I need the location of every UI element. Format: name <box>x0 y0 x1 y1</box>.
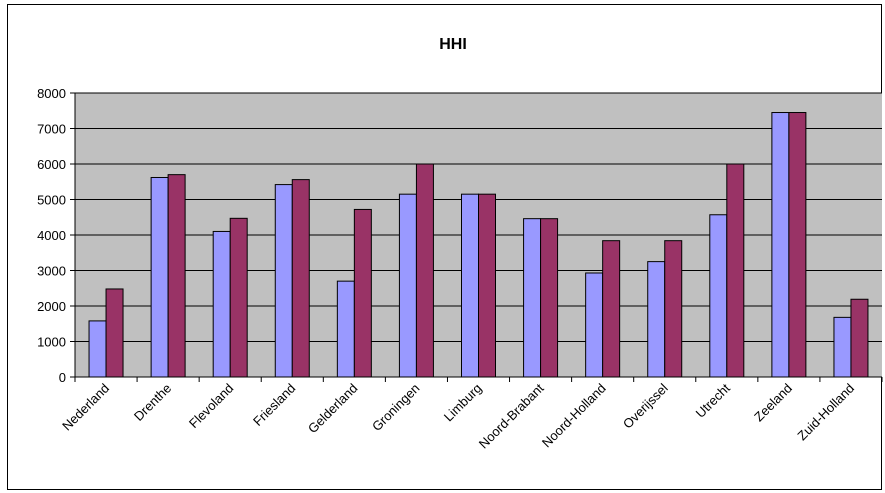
bar-series-1 <box>150 176 169 378</box>
x-tick-label: Flevoland <box>186 381 236 431</box>
bar-series-2 <box>167 174 186 378</box>
y-tick-label: 0 <box>59 370 66 385</box>
bar-series-1 <box>771 112 790 378</box>
chart-title: HHI <box>439 36 467 53</box>
bar-series-2 <box>788 112 807 378</box>
bar-series-1 <box>88 320 107 378</box>
bar-series-2 <box>478 193 496 378</box>
x-tick-label: Nederland <box>59 381 112 434</box>
bar-series-1 <box>647 261 666 378</box>
bar-series-2 <box>602 240 621 378</box>
bar-series-1 <box>523 218 542 378</box>
plot-area: 0 1000 2000 3000 4000 5000 6000 7000 8000 Nederla… <box>37 86 883 451</box>
y-tick-label: 3000 <box>37 264 66 279</box>
y-tick-label: 2000 <box>37 299 66 314</box>
x-tick-label: Gelderland <box>305 381 361 437</box>
bar-series-2 <box>726 163 745 378</box>
y-tick-label: 7000 <box>37 122 66 137</box>
bar-series-1 <box>274 184 293 378</box>
y-tick-label: 1000 <box>37 335 66 350</box>
x-tick-label: Noord-Holland <box>539 381 609 451</box>
bar-series-2 <box>105 288 124 378</box>
x-tick-label: Overijssel <box>620 380 671 431</box>
y-tick-label: 8000 <box>37 86 66 101</box>
x-tick-label: Groningen <box>369 381 423 435</box>
bar-series-1 <box>709 214 728 378</box>
bar-series-1 <box>398 193 417 378</box>
bar-chart: HHI 0 1000 2000 3000 4000 5000 6000 7000 8000 Ned… <box>37 36 883 451</box>
x-tick-label: Noord-Brabant <box>476 380 547 451</box>
x-tick-label: Drenthe <box>131 381 174 424</box>
x-tick-label: Zuid-Holland <box>794 381 857 444</box>
bar-series-2 <box>353 208 372 378</box>
bar-series-2 <box>291 179 310 378</box>
y-tick-label: 5000 <box>37 193 66 208</box>
bar-series-1 <box>336 280 355 378</box>
y-tick-label: 6000 <box>37 157 66 172</box>
x-tick-label: Friesland <box>250 381 298 429</box>
bar-series-2 <box>540 218 559 378</box>
bar-series-2 <box>415 163 434 378</box>
x-tick-label: Zeeland <box>751 381 795 425</box>
y-tick-label: 4000 <box>37 228 66 243</box>
bar-series-1 <box>461 193 479 378</box>
bar-series-2 <box>229 217 248 378</box>
bar-series-1 <box>212 230 231 378</box>
chart-frame: HHI 0 1000 2000 3000 4000 5000 6000 7000 8000 Ned… <box>7 4 883 490</box>
bar-series-1 <box>833 316 852 378</box>
x-tick-label: Utrecht <box>693 380 734 421</box>
bar-series-2 <box>664 240 683 378</box>
x-tick-label: Limburg <box>441 381 485 425</box>
bar-series-1 <box>585 272 604 378</box>
bar-series-2 <box>850 298 869 378</box>
